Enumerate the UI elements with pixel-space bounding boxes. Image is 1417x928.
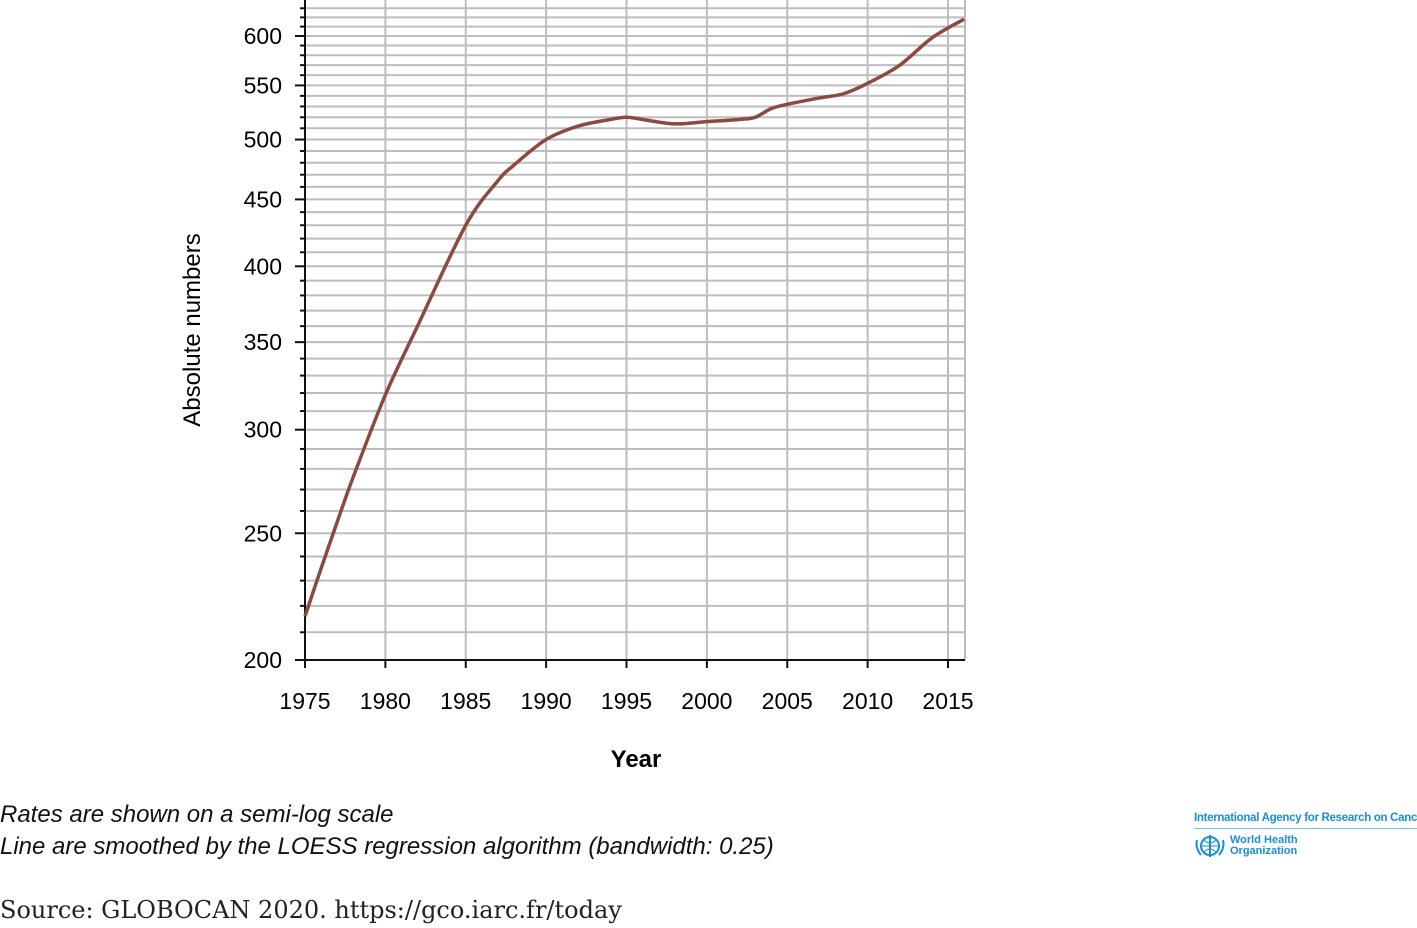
x-tick-label: 1990 (521, 688, 572, 714)
y-tick-label: 550 (244, 72, 282, 98)
y-tick-label: 500 (244, 127, 282, 153)
series-line (303, 17, 965, 617)
source-text: Source: GLOBOCAN 2020. https://gco.iarc.… (0, 896, 622, 924)
x-tick-label: 1985 (440, 688, 491, 714)
who-line1: World Health (1230, 834, 1298, 846)
x-tick-label: 1995 (601, 688, 652, 714)
y-tick-label: 200 (244, 647, 282, 673)
y-tick-label: 250 (244, 520, 282, 546)
who-line2: Organization (1230, 845, 1298, 857)
note-loess: Line are smoothed by the LOESS regressio… (0, 833, 774, 860)
y-axis-label: Absolute numbers (179, 233, 206, 426)
x-tick-label: 2000 (681, 688, 732, 714)
who-emblem-icon (1195, 835, 1225, 857)
y-tick-label: 350 (244, 329, 282, 355)
x-tick-label: 2005 (762, 688, 813, 714)
y-tick-label: 450 (244, 186, 282, 212)
iarc-logo-text: International Agency for Research on Can… (1194, 812, 1417, 829)
x-tick-label: 1975 (279, 688, 330, 714)
x-tick-label: 2015 (922, 688, 973, 714)
note-semilog: Rates are shown on a semi-log scale (0, 801, 394, 828)
y-tick-label: 400 (244, 253, 282, 279)
grid (304, 0, 966, 661)
iarc-who-logo: International Agency for Research on Can… (1194, 812, 1417, 860)
x-tick-label: 1980 (360, 688, 411, 714)
x-axis-label: Year (611, 746, 662, 773)
y-tick-label: 600 (244, 23, 282, 49)
y-tick-label: 300 (244, 417, 282, 443)
x-tick-label: 2010 (842, 688, 893, 714)
axes: 200 250 300 350 400 450 500 550 600 1975 1980 1985 1… (244, 0, 974, 714)
series (303, 17, 965, 617)
line-chart: 200 250 300 350 400 450 500 550 600 1975 1980 1985 1… (179, 0, 974, 773)
